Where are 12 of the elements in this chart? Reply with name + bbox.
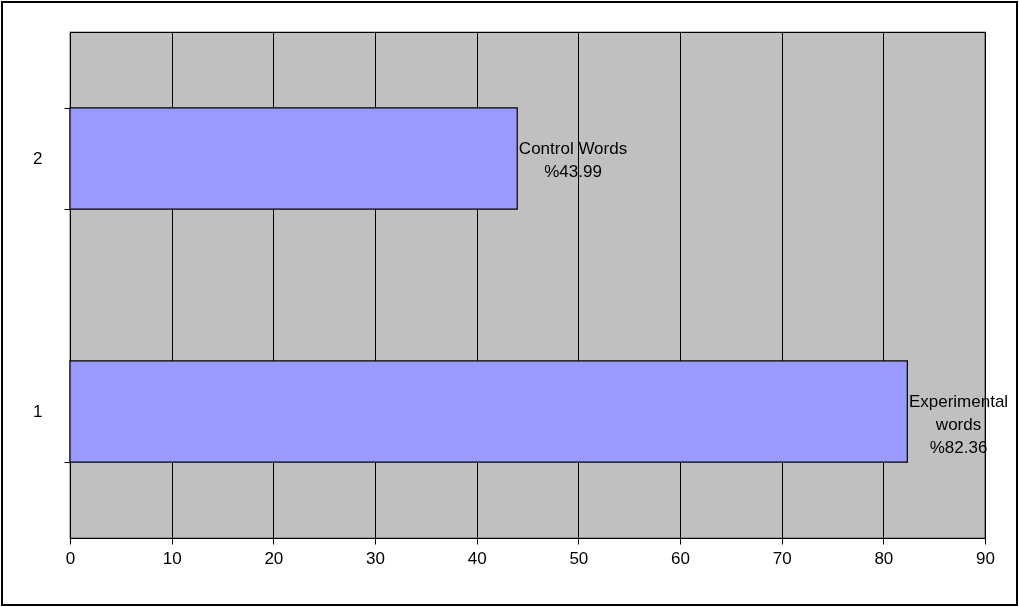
y-tick-label: 1 [33, 402, 43, 421]
x-tick-label: 40 [467, 548, 487, 568]
x-tick-label: 10 [162, 548, 182, 568]
x-tick-label: 70 [772, 548, 792, 568]
x-tick-label: 90 [976, 548, 995, 568]
x-tick-label: 20 [264, 548, 284, 568]
x-tick-label: 60 [671, 548, 690, 568]
x-tick-label: 0 [65, 548, 76, 568]
x-tick-label: 80 [874, 548, 894, 568]
x-tick-label: 50 [569, 548, 589, 568]
x-tick-label: 30 [366, 548, 385, 568]
y-tick-label: 2 [33, 149, 43, 168]
